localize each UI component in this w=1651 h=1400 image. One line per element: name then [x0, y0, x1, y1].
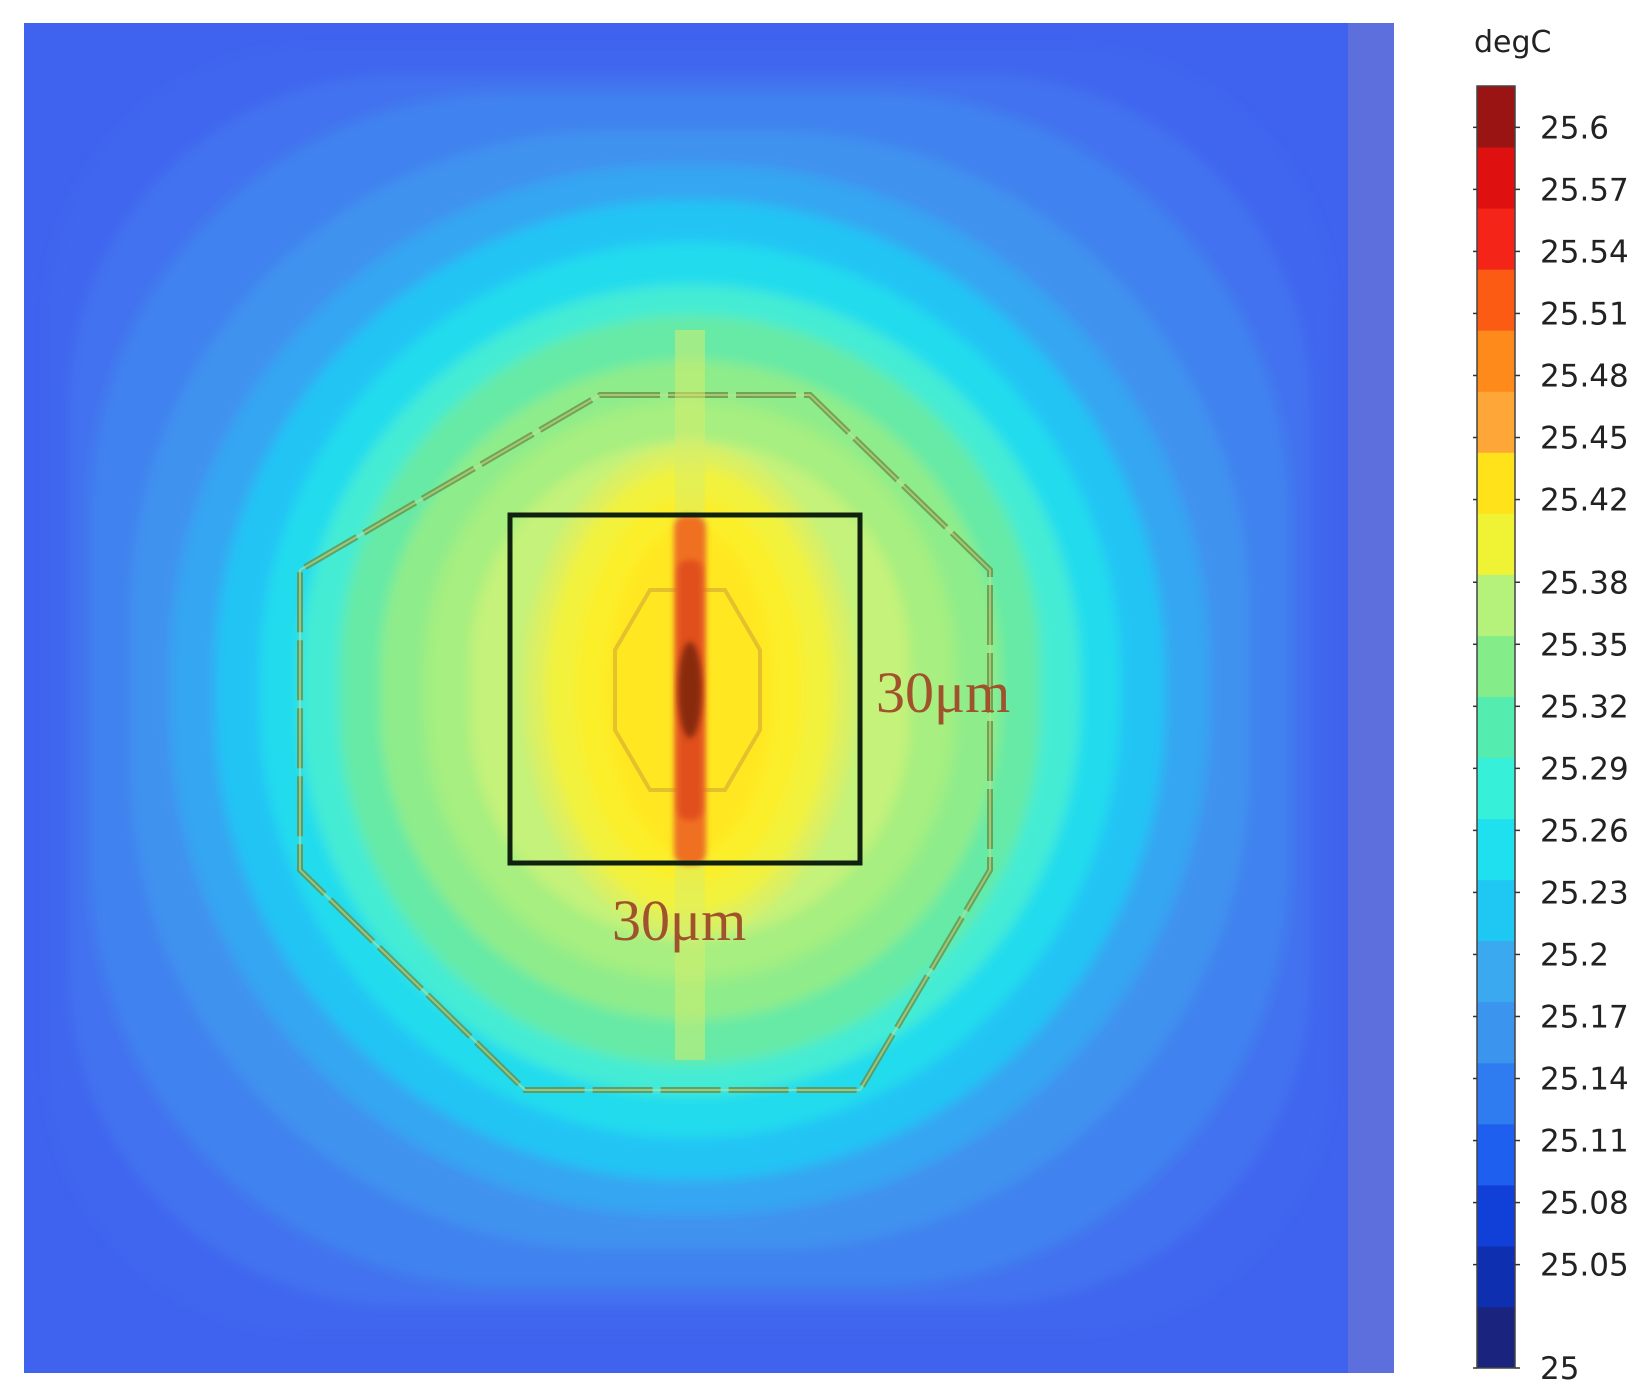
colorbar: degC 25.625.5725.5425.5125.4825.4525.422… [1473, 25, 1629, 1387]
colorbar-tick-label: 25.45 [1540, 421, 1629, 457]
colorbar-tick-label: 25.29 [1540, 751, 1629, 787]
colorbar-tick-label: 25.51 [1540, 296, 1629, 332]
colorbar-tick-label: 25.38 [1540, 565, 1629, 601]
colorbar-segment [1477, 452, 1515, 514]
colorbar-tick-label: 25.48 [1540, 358, 1629, 394]
colorbar-tick-label: 25.6 [1540, 110, 1609, 146]
colorbar-segment [1477, 1184, 1515, 1247]
colorbar-outline [1476, 85, 1516, 1369]
colorbar-segment [1477, 330, 1515, 392]
heatmap-plot [24, 23, 1394, 1373]
colorbar-tick-label: 25.42 [1540, 483, 1629, 519]
colorbar-tick-label: 25.2 [1540, 937, 1609, 973]
colorbar-tick-label: 25.26 [1540, 813, 1629, 849]
hotspot-strip [674, 515, 706, 865]
colorbar-tick-label: 25.57 [1540, 172, 1629, 208]
temperature-contour-bands [50, 50, 1330, 1330]
colorbar-segment [1477, 391, 1515, 453]
colorbar-segment [1477, 635, 1515, 697]
colorbar-segment [1477, 513, 1515, 575]
inner-hexagon [613, 588, 762, 792]
colorbar-segment [1477, 818, 1515, 881]
colorbar-segment [1477, 757, 1515, 820]
colorbar-segment [1477, 86, 1515, 148]
colorbar-unit-label: degC [1474, 25, 1552, 60]
colorbar-segments [1477, 86, 1515, 1369]
colorbar-segment [1477, 1062, 1515, 1125]
colorbar-segment [1477, 574, 1515, 636]
colorbar-segment [1477, 1123, 1515, 1186]
measurement-box [507, 512, 863, 866]
colorbar-segment [1477, 1245, 1515, 1308]
box-height-label: 30μm [876, 660, 1010, 725]
octagon-outline-highlight [299, 394, 991, 1091]
colorbar-tick-label: 25.23 [1540, 875, 1629, 911]
colorbar-tick-label: 25.14 [1540, 1062, 1629, 1098]
colorbar-tick-label: 25.11 [1540, 1124, 1629, 1160]
colorbar-segment [1477, 1306, 1515, 1369]
colorbar-tick-label: 25.08 [1540, 1186, 1629, 1222]
colorbar-tick-label: 25.17 [1540, 999, 1629, 1035]
box-width-label: 30μm [612, 888, 746, 953]
colorbar-segment [1477, 696, 1515, 759]
colorbar-segment [1477, 1001, 1515, 1064]
colorbar-tick-label: 25.35 [1540, 627, 1629, 663]
colorbar-tick-label: 25 [1540, 1351, 1579, 1387]
colorbar-segment [1477, 147, 1515, 209]
colorbar-tick-label: 25.54 [1540, 234, 1629, 270]
colorbar-segment [1477, 940, 1515, 1003]
colorbar-segment [1477, 208, 1515, 270]
hotspot-core [678, 642, 702, 738]
colorbar-ticks: 25.6 25.57 25.54 25.51 25.48 25.45 25.42 25.38 2… [1473, 110, 1629, 1387]
heatmap-frame-edge [1348, 23, 1394, 1373]
colorbar-tick-label: 25.32 [1540, 689, 1629, 725]
colorbar-segment [1477, 269, 1515, 331]
colorbar-tick-label: 25.05 [1540, 1248, 1629, 1284]
colorbar-segment [1477, 879, 1515, 942]
